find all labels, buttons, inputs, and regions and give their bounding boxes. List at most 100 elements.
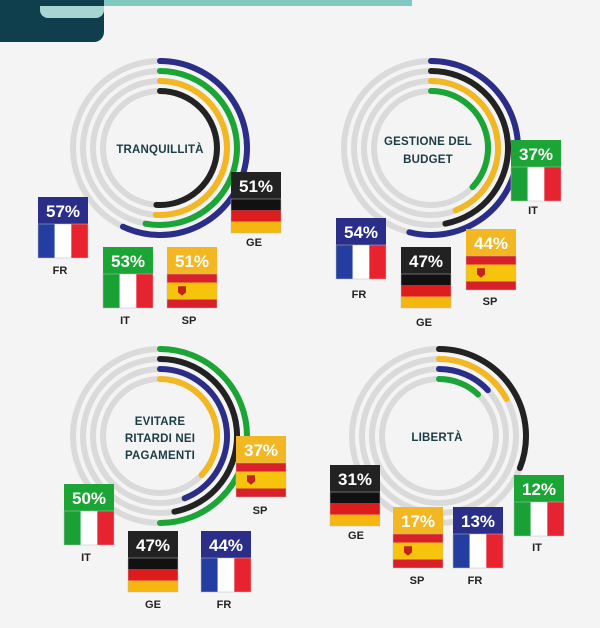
data-label: 17% <box>401 512 435 531</box>
country-code-label: SP <box>182 315 197 327</box>
flag-it-icon <box>102 273 154 309</box>
value-badge-ge: 51% GE <box>230 172 282 249</box>
flag-it-icon <box>510 166 562 202</box>
country-code-label: IT <box>81 552 91 564</box>
flag-it-icon <box>63 510 115 546</box>
chart-title: GESTIONE DEL BUDGET <box>384 136 472 166</box>
value-badge-fr: 54% FR <box>335 218 387 301</box>
value-badge-sp: 44% SP <box>465 229 517 308</box>
flag-ge-icon <box>230 198 282 234</box>
badge-bg <box>201 531 251 558</box>
country-code-label: SP <box>410 575 425 587</box>
ring-arc-sp <box>152 78 230 218</box>
badge-bg <box>466 229 516 256</box>
country-code-label: FR <box>468 575 483 587</box>
value-badge-sp: 17% SP <box>392 507 444 587</box>
country-code-label: FR <box>352 289 367 301</box>
badge-bg <box>231 172 281 199</box>
radial-chart-2: GESTIONE DEL BUDGET 54% FR 47% GE 44% SP 37% IT <box>335 58 562 329</box>
country-code-label: IT <box>528 205 538 217</box>
value-badge-sp: 51% SP <box>166 247 218 327</box>
ring-arc-ge <box>436 346 529 472</box>
ring-arc-it <box>142 68 240 228</box>
country-code-label: IT <box>120 315 130 327</box>
country-code-label: IT <box>532 542 542 554</box>
data-label: 37% <box>244 441 278 460</box>
data-label: 51% <box>175 252 209 271</box>
chart-title-line: PAGAMENTI <box>125 450 195 462</box>
data-label: 53% <box>111 252 145 271</box>
chart-title-line: LIBERTÀ <box>411 431 462 444</box>
value-badge-ge: 47% GE <box>400 247 452 329</box>
top-decoration-bar <box>0 0 412 6</box>
badge-bg <box>401 247 451 274</box>
value-badge-fr: 57% FR <box>37 197 89 277</box>
data-label: 31% <box>338 470 372 489</box>
ring-arc-it <box>428 88 491 191</box>
data-label: 47% <box>409 252 443 271</box>
data-label: 13% <box>461 512 495 531</box>
flag-ge-icon <box>329 491 381 527</box>
chart-title-line: GESTIONE DEL <box>384 136 472 148</box>
data-label: 44% <box>474 234 508 253</box>
badge-bg <box>103 247 153 274</box>
ring-arc-ge <box>157 356 241 515</box>
data-label: 50% <box>72 489 106 508</box>
value-badge-ge: 47% GE <box>127 531 179 611</box>
chart-title-line: BUDGET <box>403 154 453 166</box>
flag-sp-icon <box>392 533 444 569</box>
value-badge-it: 12% IT <box>513 475 565 554</box>
flag-sp-icon <box>465 255 517 291</box>
flag-fr-icon <box>37 223 89 259</box>
data-label: 51% <box>239 177 273 196</box>
badge-bg <box>393 507 443 534</box>
data-label: 12% <box>522 480 556 499</box>
chart-title-line: TRANQUILLITÀ <box>116 143 203 156</box>
badge-bg <box>167 247 217 274</box>
flag-sp-icon <box>235 462 287 498</box>
ring-arc-sp <box>157 376 220 479</box>
country-code-label: FR <box>217 599 232 611</box>
flag-it-icon <box>513 501 565 537</box>
country-code-label: GE <box>246 237 262 249</box>
data-label: 57% <box>46 202 80 221</box>
value-badge-it: 53% IT <box>102 247 154 327</box>
value-badge-fr: 13% FR <box>452 507 504 587</box>
value-badge-ge: 31% GE <box>329 465 381 542</box>
radial-chart-1: TRANQUILLITÀ 57% FR 53% IT 51% SP 51% GE <box>37 58 282 327</box>
ring-arc-sp <box>436 356 510 402</box>
chart-title-line: EVITARE <box>135 416 186 428</box>
country-code-label: GE <box>145 599 161 611</box>
country-code-label: SP <box>483 296 498 308</box>
ring-arc-ge <box>153 88 220 208</box>
ring-arc-it <box>436 376 482 398</box>
chart-title-line: RITARDI NEI <box>125 433 195 445</box>
flag-fr-icon <box>335 244 387 280</box>
badge-bg <box>511 140 561 167</box>
radial-chart-3: EVITARE RITARDI NEI PAGAMENTI 50% IT 47% GE 44%… <box>63 346 287 611</box>
badge-bg <box>330 465 380 492</box>
flag-ge-icon <box>127 557 179 593</box>
data-label: 37% <box>519 145 553 164</box>
data-label: 44% <box>209 536 243 555</box>
radial-chart-4: LIBERTÀ 31% GE 17% SP 13% FR 12% IT <box>329 346 565 587</box>
data-label: 54% <box>344 223 378 242</box>
ring-arc-fr <box>119 58 250 238</box>
flag-ge-icon <box>400 273 452 309</box>
chart-title: TRANQUILLITÀ <box>116 143 203 156</box>
value-badge-fr: 44% FR <box>200 531 252 611</box>
value-badge-sp: 37% SP <box>235 436 287 517</box>
badge-bg <box>336 218 386 245</box>
country-code-label: GE <box>416 317 432 329</box>
chart-title: EVITARE RITARDI NEI PAGAMENTI <box>125 416 195 462</box>
badge-bg <box>236 436 286 463</box>
ring-arc-fr <box>436 366 491 394</box>
badge-bg <box>38 197 88 224</box>
value-badge-it: 50% IT <box>63 484 115 564</box>
flag-fr-icon <box>200 557 252 593</box>
data-label: 47% <box>136 536 170 555</box>
badge-bg <box>453 507 503 534</box>
badge-bg <box>64 484 114 511</box>
country-code-label: SP <box>253 505 268 517</box>
